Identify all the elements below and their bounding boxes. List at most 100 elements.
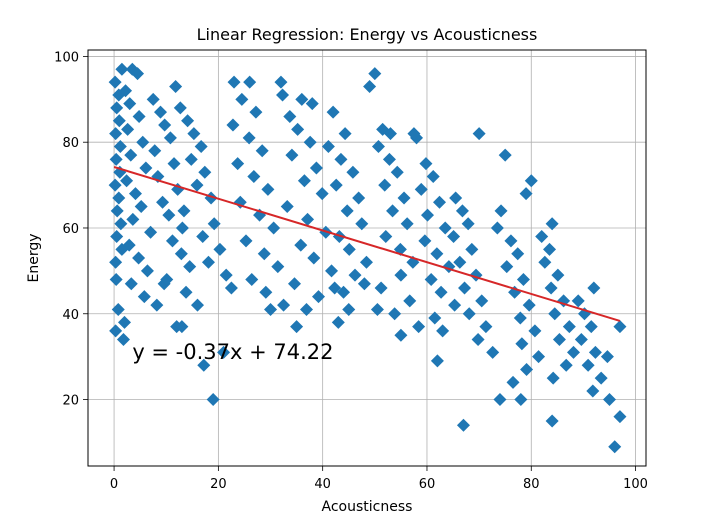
scatter-point	[506, 375, 520, 389]
scatter-point	[295, 92, 309, 106]
scatter-point	[448, 298, 462, 312]
scatter-point	[462, 307, 476, 321]
y-axis-title: Energy	[26, 233, 42, 282]
x-tick-label: 0	[110, 477, 118, 492]
scatter-point	[112, 191, 126, 205]
scatter-point	[150, 298, 164, 312]
scatter-point	[139, 161, 153, 175]
scatter-point	[449, 191, 463, 205]
scatter-point	[552, 332, 566, 346]
scatter-point	[519, 187, 533, 201]
scatter-point	[371, 139, 385, 153]
scatter-point	[290, 320, 304, 334]
scatter-point	[430, 247, 444, 261]
scatter-point	[227, 75, 241, 89]
x-axis-title: Acousticness	[322, 499, 413, 515]
scatter-point	[594, 371, 608, 385]
scatter-point	[153, 105, 167, 119]
scatter-point	[120, 174, 134, 188]
scatter-point	[126, 212, 140, 226]
scatter-point	[338, 127, 352, 141]
scatter-point	[475, 294, 489, 308]
scatter-point	[412, 320, 426, 334]
scatter-point	[355, 217, 369, 231]
scatter-point	[167, 157, 181, 171]
scatter-point	[545, 414, 559, 428]
scatter-point	[239, 234, 253, 248]
scatter-point	[471, 332, 485, 346]
scatter-point	[140, 264, 154, 278]
scatter-point	[538, 255, 552, 269]
scatter-point	[430, 354, 444, 368]
scatter-point	[197, 358, 211, 372]
scatter-point	[109, 324, 123, 338]
scatter-point	[110, 230, 124, 244]
x-tick-label: 100	[623, 477, 648, 492]
scatter-point	[571, 294, 585, 308]
scatter-point	[447, 230, 461, 244]
scatter-point	[274, 75, 288, 89]
scatter-point	[382, 152, 396, 166]
scatter-point	[109, 272, 123, 286]
scatter-point	[342, 242, 356, 256]
y-tick-label: 20	[62, 394, 79, 409]
scatter-point	[407, 127, 421, 141]
scatter-point	[226, 118, 240, 132]
scatter-point	[588, 345, 602, 359]
scatter-point	[174, 247, 188, 261]
scatter-point	[378, 178, 392, 192]
scatter-point	[110, 204, 124, 218]
scatter-point	[245, 272, 259, 286]
scatter-point	[300, 302, 314, 316]
scatter-point	[456, 418, 470, 432]
scatter-point	[249, 105, 263, 119]
scatter-point	[191, 298, 205, 312]
scatter-point	[600, 350, 614, 364]
scatter-point	[124, 277, 138, 291]
scatter-point	[524, 174, 538, 188]
grid-lines	[88, 50, 646, 466]
scatter-point	[428, 311, 442, 325]
scatter-point	[520, 363, 534, 377]
scatter-point	[264, 302, 278, 316]
scatter-point	[584, 320, 598, 334]
scatter-point	[109, 152, 123, 166]
scatter-point	[184, 152, 198, 166]
scatter-point	[418, 234, 432, 248]
scatter-point	[109, 255, 123, 269]
scatter-point	[424, 272, 438, 286]
scatter-point	[374, 281, 388, 295]
scatter-point	[187, 127, 201, 141]
scatter-point	[535, 230, 549, 244]
scatter-point	[315, 187, 329, 201]
scatter-point	[493, 393, 507, 407]
scatter-point	[259, 285, 273, 299]
scatter-point	[175, 221, 189, 235]
scatter-point	[108, 178, 122, 192]
scatter-point	[198, 165, 212, 179]
scatter-point	[137, 290, 151, 304]
scatter-point	[190, 178, 204, 192]
scatter-point	[386, 204, 400, 218]
scatter-point	[325, 264, 339, 278]
scatter-point	[522, 298, 536, 312]
scatter-point	[498, 148, 512, 162]
scatter-point	[613, 320, 627, 334]
scatter-point	[309, 161, 323, 175]
scatter-point	[196, 230, 210, 244]
scatter-point	[261, 182, 275, 196]
scatter-point	[562, 320, 576, 334]
scatter-point	[235, 92, 249, 106]
scatter-point	[119, 84, 133, 98]
scatter-point	[124, 148, 138, 162]
x-tick-label: 20	[210, 477, 227, 492]
scatter-point	[134, 200, 148, 214]
scatter-point	[490, 221, 504, 235]
scatter-point	[342, 302, 356, 316]
scatter-point	[175, 320, 189, 334]
scatter-point	[504, 234, 518, 248]
scatter-point	[348, 268, 362, 282]
scatter-point	[271, 260, 285, 274]
y-tick-label: 60	[62, 222, 79, 237]
